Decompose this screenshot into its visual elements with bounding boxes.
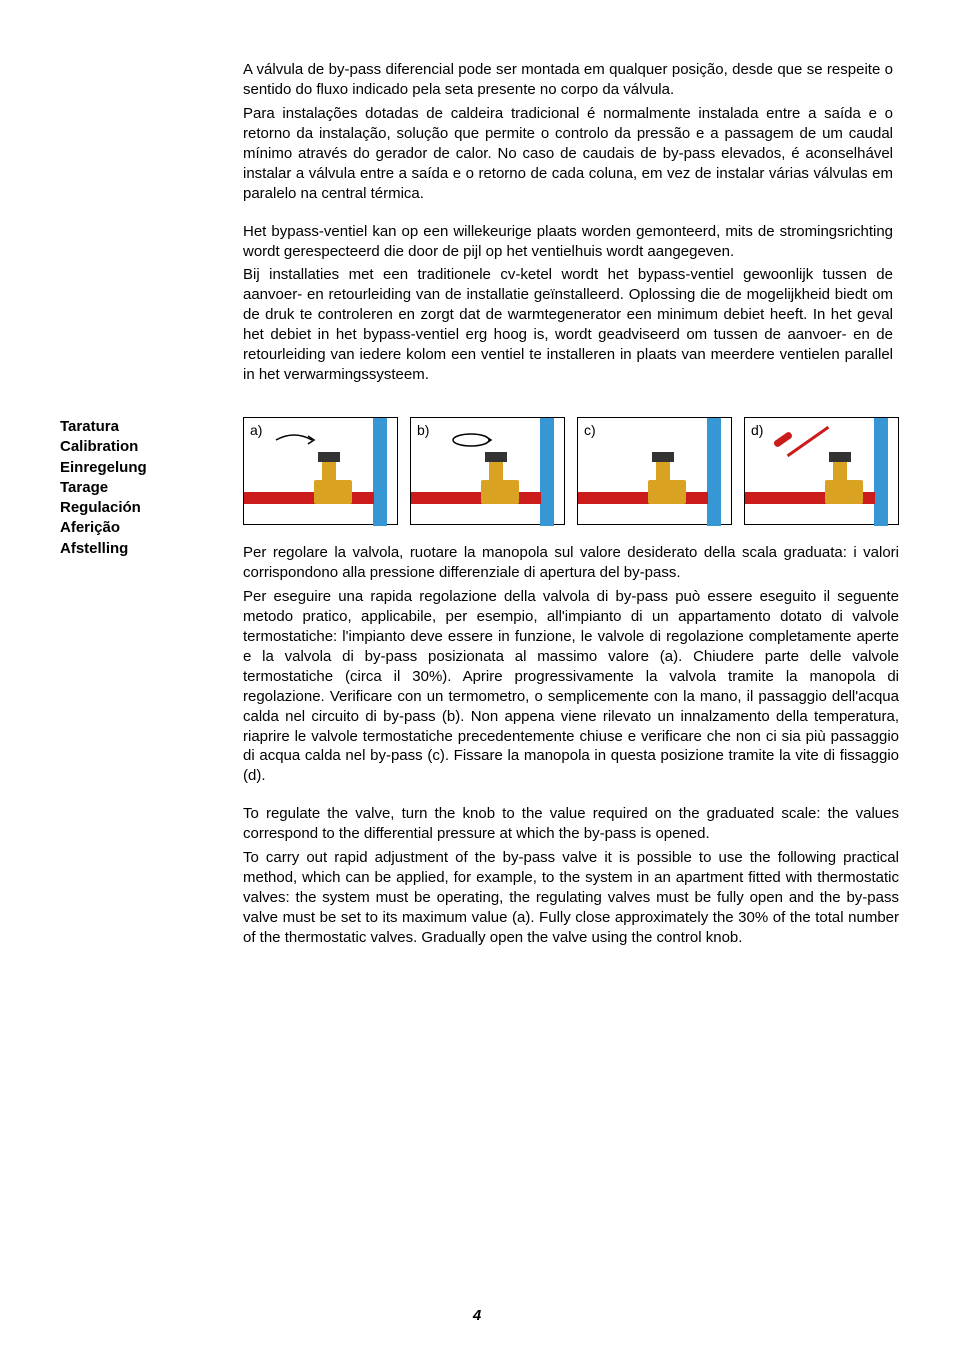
paragraph-en-2: To carry out rapid adjustment of the by-…: [243, 848, 899, 948]
rotate-arrow-icon: [272, 428, 316, 448]
diagram-row: a) b): [243, 417, 899, 525]
sidebar-label-taratura: Taratura: [60, 417, 243, 437]
valve-stem-icon: [489, 460, 503, 480]
diagram-label-d: d): [751, 422, 763, 438]
sidebar-labels: Taratura Calibration Einregelung Tarage …: [60, 417, 243, 966]
valve-body-icon: [481, 480, 519, 504]
paragraph-en-1: To regulate the valve, turn the knob to …: [243, 804, 899, 844]
diagram-d: d): [744, 417, 899, 525]
paragraph-nl-1: Het bypass-ventiel kan op een willekeuri…: [243, 222, 893, 262]
diagram-a: a): [243, 417, 398, 525]
page-number: 4: [473, 1307, 481, 1324]
valve-knob-icon: [485, 452, 507, 462]
calibration-section: Taratura Calibration Einregelung Tarage …: [60, 417, 894, 966]
rotate-arrow-icon: [449, 430, 493, 450]
diagram-label-b: b): [417, 422, 429, 438]
red-pipe-icon: [244, 492, 374, 504]
paragraph-it-1: Per regolare la valvola, ruotare la mano…: [243, 543, 899, 583]
valve-knob-icon: [829, 452, 851, 462]
sidebar-label-calibration: Calibration: [60, 437, 243, 457]
diagram-b: b): [410, 417, 565, 525]
diagram-c: c): [577, 417, 732, 525]
sidebar-label-regulacion: Regulación: [60, 498, 243, 518]
calibration-content: a) b): [243, 417, 899, 966]
diagram-label-a: a): [250, 422, 262, 438]
diagram-label-c: c): [584, 422, 596, 438]
valve-knob-icon: [318, 452, 340, 462]
paragraph-pt-1: A válvula de by-pass diferencial pode se…: [243, 60, 893, 100]
paragraph-pt-2: Para instalações dotadas de caldeira tra…: [243, 104, 893, 204]
paragraph-it-2: Per eseguire una rapida regolazione dell…: [243, 587, 899, 786]
blue-pipe-icon: [373, 418, 387, 526]
blue-pipe-icon: [874, 418, 888, 526]
valve-body-icon: [648, 480, 686, 504]
blue-pipe-icon: [540, 418, 554, 526]
screwdriver-icon: [787, 426, 830, 457]
valve-body-icon: [825, 480, 863, 504]
blue-pipe-icon: [707, 418, 721, 526]
sidebar-label-tarage: Tarage: [60, 478, 243, 498]
valve-stem-icon: [322, 460, 336, 480]
sidebar-label-afericao: Aferição: [60, 518, 243, 538]
screwdriver-handle-icon: [773, 431, 793, 448]
red-pipe-icon: [411, 492, 541, 504]
red-pipe-icon: [578, 492, 708, 504]
sidebar-label-einregelung: Einregelung: [60, 458, 243, 478]
valve-body-icon: [314, 480, 352, 504]
valve-knob-icon: [652, 452, 674, 462]
valve-stem-icon: [833, 460, 847, 480]
top-text-block: A válvula de by-pass diferencial pode se…: [243, 60, 893, 385]
paragraph-nl-2: Bij installaties met een traditionele cv…: [243, 265, 893, 385]
sidebar-label-afstelling: Afstelling: [60, 539, 243, 559]
valve-stem-icon: [656, 460, 670, 480]
